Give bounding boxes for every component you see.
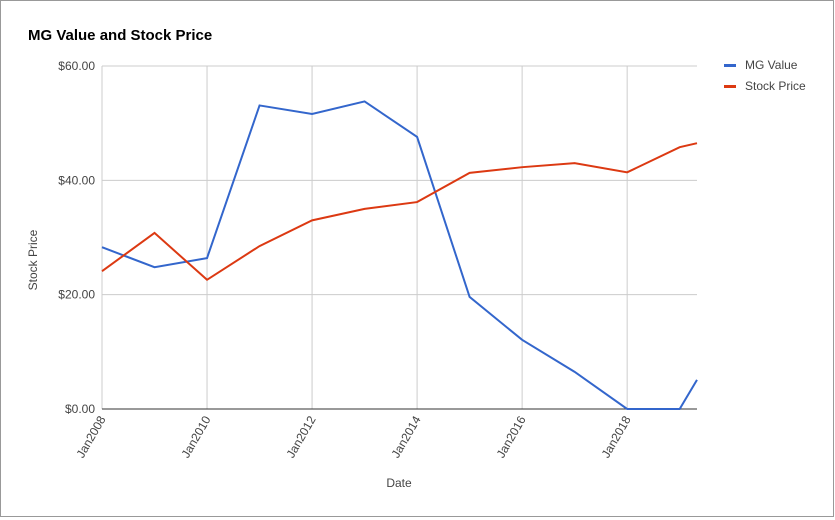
- legend-swatch: [724, 64, 736, 67]
- y-axis-label: Stock Price: [26, 229, 40, 290]
- y-tick-label: $0.00: [65, 402, 95, 416]
- legend-label: MG Value: [745, 58, 798, 72]
- x-axis-label: Date: [386, 476, 412, 490]
- series-line: [101, 100, 698, 410]
- y-tick-label: $40.00: [58, 173, 95, 187]
- plot: [101, 100, 698, 410]
- y-tick-label: $60.00: [58, 59, 95, 73]
- legend-label: Stock Price: [745, 79, 806, 93]
- legend-swatch: [724, 85, 736, 88]
- chart-title: MG Value and Stock Price: [28, 27, 212, 44]
- legend: MG Value Stock Price: [724, 58, 806, 93]
- series-line: [101, 142, 698, 282]
- y-tick-label: $20.00: [58, 288, 95, 302]
